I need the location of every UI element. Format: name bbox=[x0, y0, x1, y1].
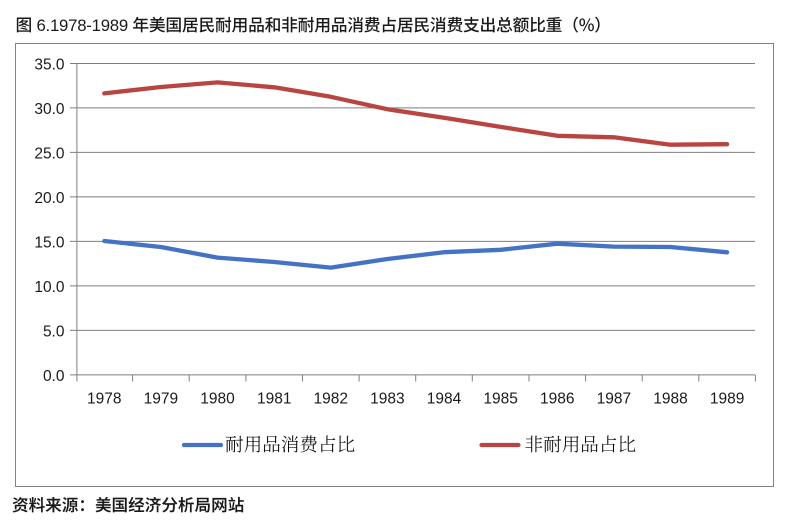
svg-text:1989: 1989 bbox=[710, 391, 744, 408]
svg-text:1988: 1988 bbox=[653, 391, 687, 408]
svg-text:35.0: 35.0 bbox=[34, 57, 65, 74]
svg-text:1981: 1981 bbox=[257, 391, 291, 408]
svg-text:25.0: 25.0 bbox=[34, 146, 65, 163]
svg-text:30.0: 30.0 bbox=[34, 101, 65, 118]
svg-text:20.0: 20.0 bbox=[34, 190, 65, 207]
svg-text:1984: 1984 bbox=[427, 391, 462, 408]
svg-text:1987: 1987 bbox=[597, 391, 631, 408]
svg-text:1985: 1985 bbox=[483, 391, 517, 408]
svg-text:1983: 1983 bbox=[370, 391, 404, 408]
svg-text:0.0: 0.0 bbox=[43, 368, 65, 385]
svg-text:1978: 1978 bbox=[87, 391, 121, 408]
svg-text:15.0: 15.0 bbox=[34, 235, 65, 252]
svg-text:5.0: 5.0 bbox=[43, 323, 65, 340]
svg-text:10.0: 10.0 bbox=[34, 279, 65, 296]
svg-text:1986: 1986 bbox=[540, 391, 574, 408]
svg-text:1980: 1980 bbox=[200, 391, 235, 408]
svg-text:1982: 1982 bbox=[314, 391, 348, 408]
svg-text:1979: 1979 bbox=[144, 391, 178, 408]
